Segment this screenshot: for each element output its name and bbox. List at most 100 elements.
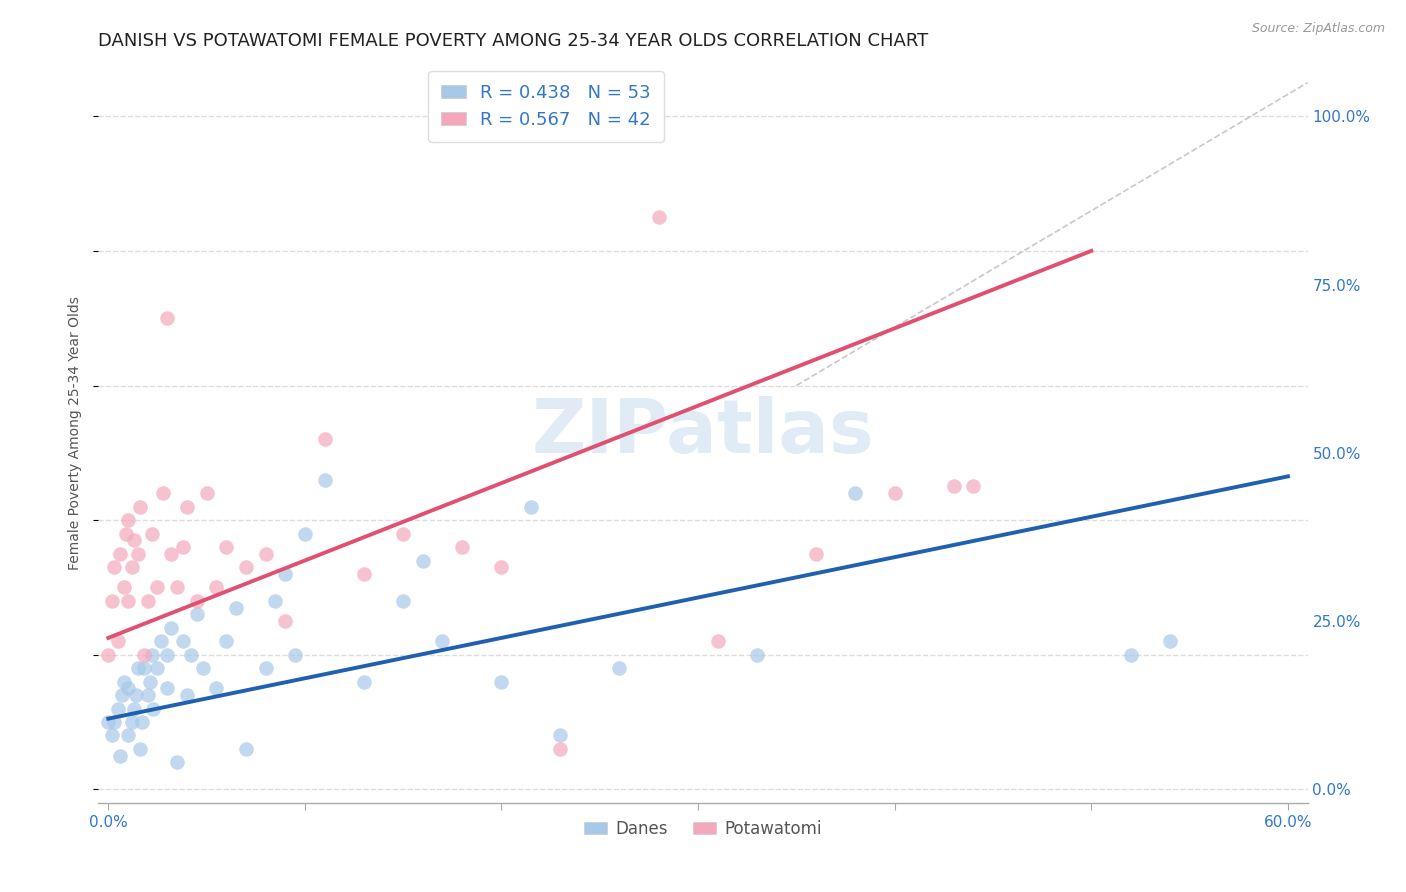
Point <box>176 688 198 702</box>
Point <box>451 540 474 554</box>
Point <box>101 729 124 743</box>
Point <box>141 526 163 541</box>
Point <box>1159 634 1181 648</box>
Point <box>264 594 287 608</box>
Point <box>108 748 131 763</box>
Point <box>225 600 247 615</box>
Point <box>127 547 149 561</box>
Point <box>125 688 148 702</box>
Point <box>156 681 179 696</box>
Point <box>205 681 228 696</box>
Point <box>314 473 336 487</box>
Point <box>550 742 572 756</box>
Point <box>128 742 150 756</box>
Point <box>520 500 543 514</box>
Point <box>491 674 513 689</box>
Point <box>128 500 150 514</box>
Point <box>108 547 131 561</box>
Point <box>353 566 375 581</box>
Point <box>294 526 316 541</box>
Point <box>844 486 866 500</box>
Point <box>186 607 208 622</box>
Point <box>172 540 194 554</box>
Point <box>141 648 163 662</box>
Point <box>180 648 202 662</box>
Point <box>491 560 513 574</box>
Point <box>136 594 159 608</box>
Point <box>122 533 145 548</box>
Point <box>392 594 415 608</box>
Point <box>392 526 415 541</box>
Legend: Danes, Potawatomi: Danes, Potawatomi <box>575 812 831 847</box>
Point <box>146 581 169 595</box>
Point <box>1119 648 1142 662</box>
Point <box>314 433 336 447</box>
Point <box>412 553 434 567</box>
Point <box>883 486 905 500</box>
Point <box>205 581 228 595</box>
Point <box>138 674 160 689</box>
Point <box>274 566 297 581</box>
Point <box>112 674 135 689</box>
Point <box>156 648 179 662</box>
Point <box>284 648 307 662</box>
Point <box>146 661 169 675</box>
Point <box>254 661 277 675</box>
Point <box>103 560 125 574</box>
Point <box>432 634 454 648</box>
Point <box>254 547 277 561</box>
Point <box>97 648 120 662</box>
Point <box>112 581 135 595</box>
Point <box>274 614 297 628</box>
Point <box>235 560 257 574</box>
Point <box>115 526 138 541</box>
Point <box>176 500 198 514</box>
Point <box>166 756 188 770</box>
Point <box>172 634 194 648</box>
Point <box>160 621 183 635</box>
Y-axis label: Female Poverty Among 25-34 Year Olds: Female Poverty Among 25-34 Year Olds <box>69 295 83 570</box>
Point <box>804 547 827 561</box>
Point <box>152 486 174 500</box>
Point <box>942 479 965 493</box>
Point <box>103 714 125 729</box>
Point <box>121 714 143 729</box>
Point <box>101 594 124 608</box>
Point <box>107 634 129 648</box>
Point <box>117 594 139 608</box>
Point <box>160 547 183 561</box>
Point <box>648 211 671 225</box>
Point <box>235 742 257 756</box>
Text: DANISH VS POTAWATOMI FEMALE POVERTY AMONG 25-34 YEAR OLDS CORRELATION CHART: DANISH VS POTAWATOMI FEMALE POVERTY AMON… <box>98 32 929 50</box>
Point <box>215 540 238 554</box>
Point <box>215 634 238 648</box>
Text: ZIPatlas: ZIPatlas <box>531 396 875 469</box>
Point <box>706 634 728 648</box>
Point <box>111 688 134 702</box>
Point <box>136 688 159 702</box>
Point <box>745 648 768 662</box>
Point <box>127 661 149 675</box>
Point <box>962 479 984 493</box>
Point <box>121 560 143 574</box>
Point <box>186 594 208 608</box>
Point <box>132 661 155 675</box>
Point <box>122 701 145 715</box>
Point <box>131 714 153 729</box>
Point <box>132 648 155 662</box>
Point <box>142 701 165 715</box>
Point <box>107 701 129 715</box>
Point <box>117 681 139 696</box>
Point <box>550 729 572 743</box>
Point <box>117 513 139 527</box>
Point <box>156 311 179 326</box>
Point <box>117 729 139 743</box>
Point <box>353 674 375 689</box>
Point <box>191 661 214 675</box>
Point <box>195 486 218 500</box>
Point <box>609 661 631 675</box>
Text: Source: ZipAtlas.com: Source: ZipAtlas.com <box>1251 22 1385 36</box>
Point <box>166 581 188 595</box>
Point <box>97 714 120 729</box>
Point <box>150 634 173 648</box>
